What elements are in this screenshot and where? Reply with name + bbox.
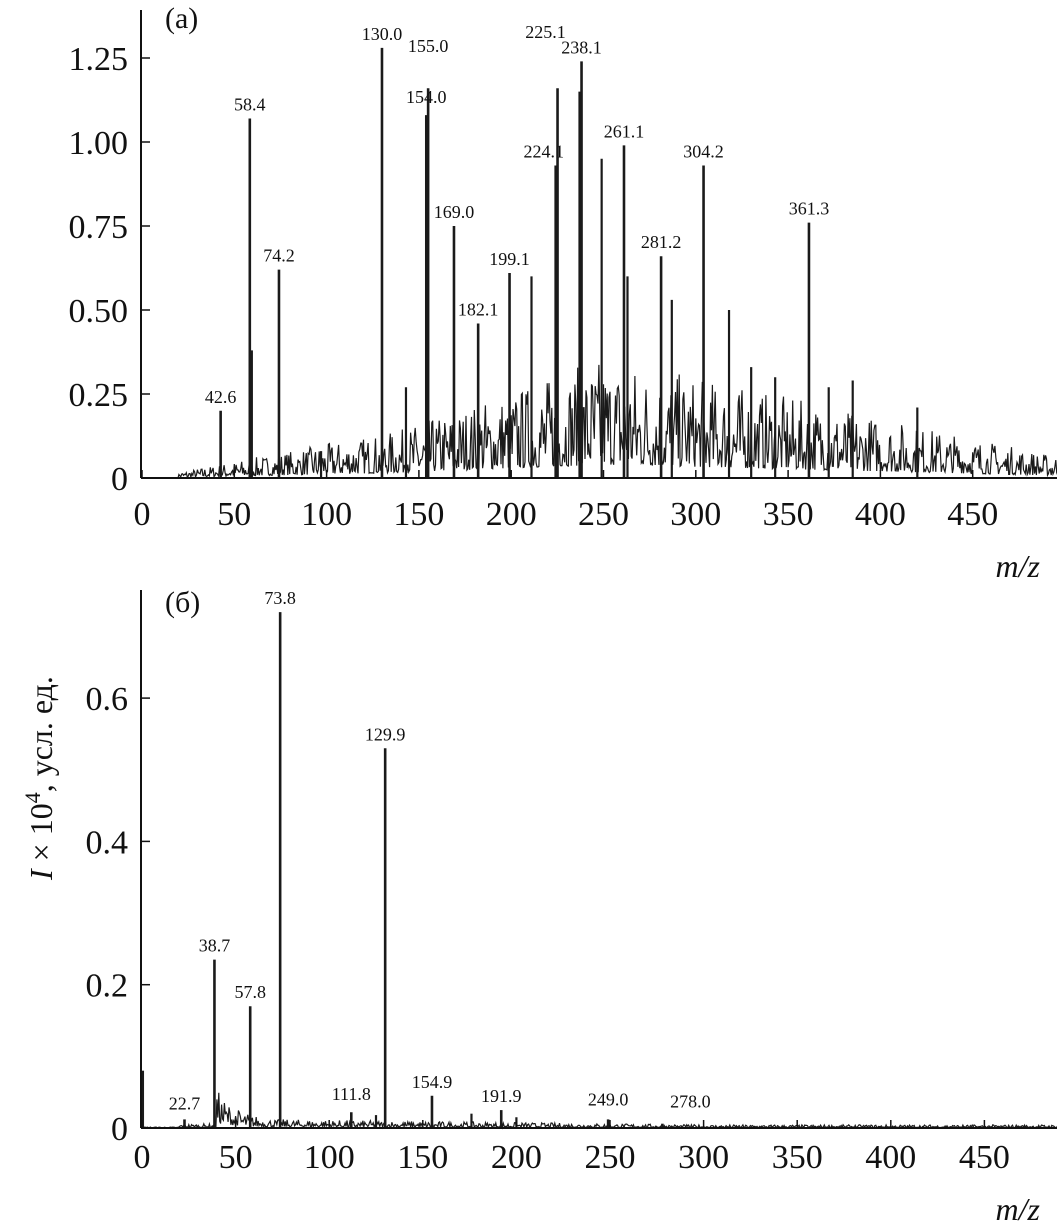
x-tick-label: 50 [219,1139,253,1176]
x-tick-label: 350 [772,1139,823,1176]
y-tick-label: 0 [111,461,128,498]
peak-label: 199.1 [489,249,530,269]
y-tick-label: 0.25 [69,377,129,414]
x-tick-label: 0 [134,496,151,533]
y-tick-label: 0.6 [86,681,129,718]
x-tick-label: 100 [304,1139,355,1176]
peak-label: 155.0 [408,36,449,56]
x-tick-label: 200 [486,496,537,533]
x-tick-label: 200 [491,1139,542,1176]
x-tick-label: 450 [947,496,998,533]
peak-label: 58.4 [234,94,266,114]
x-tick-label: 400 [855,496,906,533]
peak-label: 169.0 [434,202,475,222]
peak-label: 74.2 [263,246,295,266]
x-tick-label: 250 [578,496,629,533]
peak-label: 191.9 [481,1086,522,1106]
y-axis-label-times: × 10 [23,803,59,869]
x-tick-label: 100 [301,496,352,533]
peak-label: 57.8 [234,982,266,1002]
peak-label: 182.1 [458,299,499,319]
y-axis-label-exponent: 4 [20,792,45,803]
peak-label: 130.0 [362,24,403,44]
peak-label: 224.1 [523,142,564,162]
x-tick-label: 50 [217,496,251,533]
x-tick-label: 300 [670,496,721,533]
peak-label: 281.2 [641,232,682,252]
y-tick-label: 0.2 [86,968,129,1005]
x-axis-label-b: m/z [996,1191,1041,1224]
peak-label: 38.7 [199,936,231,956]
y-axis-label: I × 104, усл. ед. [20,676,59,881]
y-tick-label: 0 [111,1111,128,1148]
panel-label-b: (б) [165,586,200,619]
peak-label: 278.0 [670,1092,711,1112]
panel-label-a: (a) [165,2,198,35]
peak-label: 154.0 [406,87,447,107]
peak-label: 361.3 [789,199,830,219]
x-tick-label: 350 [763,496,814,533]
x-axis-label-a: m/z [996,548,1041,584]
peak-label: 42.6 [205,387,237,407]
peak-label: 304.2 [683,142,724,162]
x-tick-label: 0 [134,1139,151,1176]
y-axis-label-symbol: I [23,868,59,881]
x-tick-label: 300 [678,1139,729,1176]
peak-label: 249.0 [588,1089,629,1109]
peak-label: 73.8 [264,588,296,608]
x-tick-label: 150 [397,1139,448,1176]
x-tick-label: 150 [393,496,444,533]
spectrum-trace-a [175,364,1057,479]
peak-label: 129.9 [365,724,406,744]
x-tick-label: 400 [865,1139,916,1176]
y-tick-label: 0.50 [69,293,129,330]
x-tick-label: 250 [585,1139,636,1176]
x-tick-label: 450 [959,1139,1010,1176]
peak-label: 225.1 [525,22,566,42]
y-tick-label: 0.4 [86,824,129,861]
peak-label: 154.9 [412,1072,453,1092]
peak-label: 238.1 [561,37,602,57]
y-tick-label: 1.00 [69,125,129,162]
y-axis-label-unit: , усл. ед. [23,676,59,792]
peak-label: 111.8 [332,1084,371,1104]
y-tick-label: 1.25 [69,41,129,78]
y-tick-label: 0.75 [69,209,129,246]
spectrum-panel-b: 22.7 38.7 57.8 73.8 111.8 129.9 154.9 191.9 249.… [86,586,1057,1224]
peak-label: 261.1 [604,121,645,141]
peak-label: 22.7 [169,1093,201,1113]
